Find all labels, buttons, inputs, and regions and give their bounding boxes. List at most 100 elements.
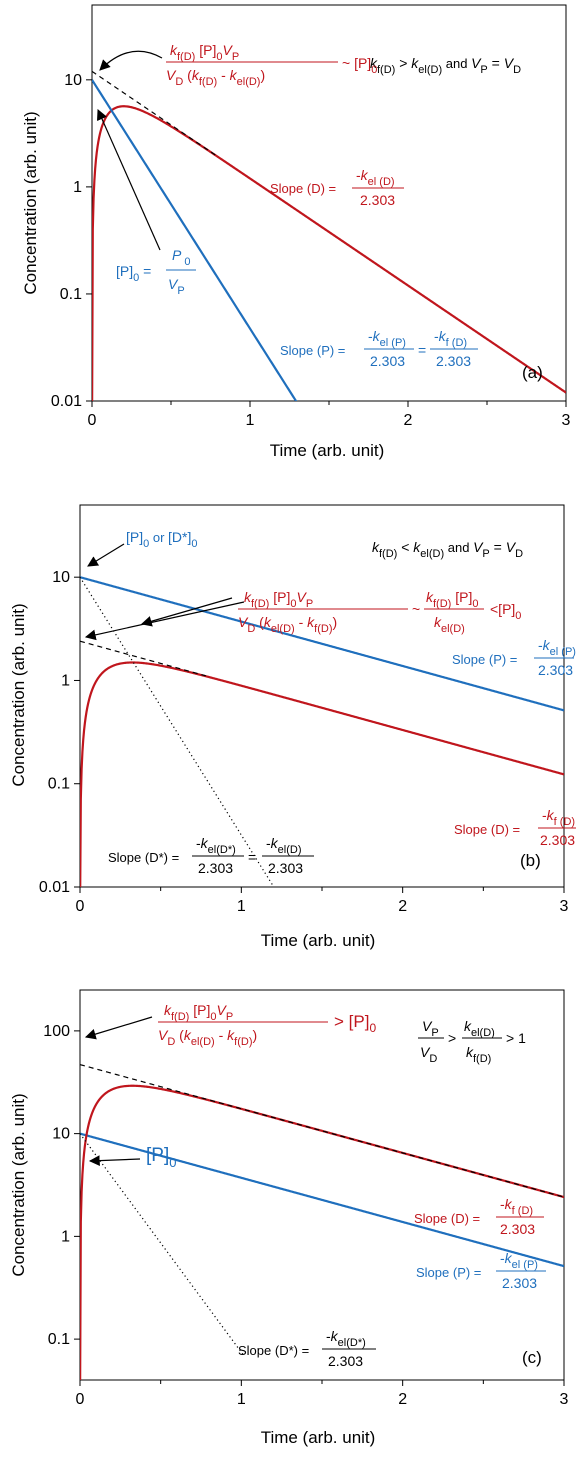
plot-frame — [79, 989, 565, 1381]
series-line-drug — [92, 105, 566, 401]
x-tick-label: 2 — [398, 1391, 407, 1408]
svg-text:kf(D) [P]0VP: kf(D) [P]0VP — [164, 1002, 233, 1023]
svg-text:2.303: 2.303 — [370, 353, 405, 369]
y-tick-label: 0.01 — [39, 879, 70, 896]
svg-text:-kel(D*): -kel(D*) — [326, 1328, 366, 1349]
chart-panel-a: 0 1 2 3 0.01 0.1 1 10 Concentration (arb. unit)… — [21, 4, 571, 460]
svg-text:2.303: 2.303 — [538, 662, 573, 678]
svg-text:<[P]0: <[P]0 — [490, 601, 521, 622]
intercept-arrow — [140, 597, 233, 627]
svg-text:Slope (P) =: Slope (P) = — [452, 652, 517, 667]
x-tick-label: 1 — [237, 898, 246, 915]
intercept-arrow-2 — [84, 601, 245, 641]
intercept-formula: kf(D) [P]0VP VD (kel(D) - kf(D)) > [P]0 — [158, 1002, 376, 1048]
svg-text:Slope (D*) =: Slope (D*) = — [238, 1343, 309, 1358]
p0-label: [P]0 — [146, 1145, 176, 1170]
y-axis-label: Concentration (arb. unit) — [21, 111, 40, 294]
series-line-prodrug — [80, 1132, 564, 1268]
y-tick-label: 0.1 — [60, 286, 82, 303]
svg-text:-kel (P): -kel (P) — [538, 637, 576, 658]
x-tick-label: 0 — [76, 1391, 85, 1408]
intercept-arrow — [84, 1016, 153, 1040]
series-line-drug — [80, 1084, 564, 1380]
svg-text:-kel(D): -kel(D) — [266, 835, 302, 856]
svg-text:VD: VD — [420, 1044, 437, 1065]
series-line-d_star — [80, 1133, 246, 1357]
svg-text:Slope (D*) =: Slope (D*) = — [108, 850, 179, 865]
y-tick-label: 10 — [64, 72, 82, 89]
condition-text: kf(D) < kel(D) and VP = VD — [372, 539, 523, 560]
y-axis-label: Concentration (arb. unit) — [9, 603, 28, 786]
slope-dstar-label: Slope (D*) = -kel(D*) 2.303 = -kel(D) 2.… — [108, 835, 314, 876]
panel-label: (c) — [522, 1348, 542, 1367]
p0-arrow — [87, 543, 125, 567]
svg-text:2.303: 2.303 — [328, 1353, 363, 1369]
svg-text:kf(D): kf(D) — [466, 1044, 491, 1065]
svg-text:kf(D) [P]0VP: kf(D) [P]0VP — [170, 42, 239, 63]
svg-text:Slope (P) =: Slope (P) = — [280, 343, 345, 358]
p0-arrow — [88, 1155, 141, 1167]
intercept-formula: kf(D) [P]0VP VD (kf(D) - kel(D)) ~ [P]0 — [166, 42, 377, 88]
chart-panel-b: 0 1 2 3 0.01 0.1 1 10 Concentration (arb. unit)… — [9, 504, 576, 950]
intercept-formula: kf(D) [P]0VP VD (kel(D) - kf(D)) ~ kf(D)… — [238, 589, 521, 635]
x-axis-label: Time (arb. unit) — [270, 441, 385, 460]
series-line-prodrug — [80, 576, 564, 712]
svg-text:> 1: > 1 — [506, 1030, 526, 1046]
svg-text:VD (kel(D) - kf(D)): VD (kel(D) - kf(D)) — [238, 614, 337, 635]
svg-text:-kel (D): -kel (D) — [356, 167, 395, 188]
svg-text:P 0: P 0 — [172, 247, 191, 268]
svg-text:VD (kel(D) - kf(D)): VD (kel(D) - kf(D)) — [158, 1027, 257, 1048]
svg-text:-kf (D): -kf (D) — [434, 328, 467, 349]
p0-label: [P]0 or [D*]0 — [126, 529, 198, 550]
x-axis-label: Time (arb. unit) — [261, 1428, 376, 1447]
panel-label: (a) — [522, 363, 543, 382]
svg-text:Slope (D) =: Slope (D) = — [414, 1211, 480, 1226]
p0-formula: [P]0 = P 0 VP — [116, 247, 196, 297]
slope-d-label: Slope (D) = -kel (D) 2.303 — [270, 167, 404, 208]
svg-text:kel(D): kel(D) — [464, 1018, 495, 1039]
svg-text:2.303: 2.303 — [436, 353, 471, 369]
y-tick-label: 1 — [61, 1228, 70, 1245]
series-line-asymptote — [80, 1064, 564, 1198]
svg-text:Slope (D) =: Slope (D) = — [270, 181, 336, 196]
svg-text:2.303: 2.303 — [268, 860, 303, 876]
y-tick-label: 10 — [52, 1126, 70, 1143]
y-axis-label: Concentration (arb. unit) — [9, 1093, 28, 1276]
series-line-drug — [80, 661, 564, 887]
svg-text:=: = — [248, 849, 256, 865]
svg-text:2.303: 2.303 — [500, 1221, 535, 1237]
x-axis-label: Time (arb. unit) — [261, 931, 376, 950]
y-tick-label: 0.1 — [48, 776, 70, 793]
svg-text:Slope (D) =: Slope (D) = — [454, 822, 520, 837]
svg-text:Slope (P) =: Slope (P) = — [416, 1265, 481, 1280]
svg-text:-kf (D): -kf (D) — [542, 807, 575, 828]
series-line-prodrug — [92, 79, 298, 401]
y-tick-label: 1 — [61, 672, 70, 689]
y-tick-label: 100 — [43, 1023, 70, 1040]
slope-d-label: Slope (D) = -kf (D) 2.303 — [454, 807, 576, 848]
svg-text:[P]0 or [D*]0: [P]0 or [D*]0 — [126, 529, 198, 550]
y-tick-label: 0.1 — [48, 1331, 70, 1348]
svg-text:[P]0: [P]0 — [146, 1145, 176, 1170]
svg-text:VP: VP — [168, 276, 185, 297]
svg-text:> [P]0: > [P]0 — [334, 1012, 376, 1035]
condition-text: kf(D) > kel(D) and VP = VD — [370, 55, 521, 76]
p0-arrow — [96, 109, 161, 251]
slope-p-label: Slope (P) = -kel (P) 2.303 = -kf (D) 2.3… — [280, 328, 478, 369]
svg-text:2.303: 2.303 — [502, 1275, 537, 1291]
svg-text:kf(D) [P]0VP: kf(D) [P]0VP — [244, 589, 313, 610]
svg-text:-kel(D*): -kel(D*) — [196, 835, 236, 856]
svg-text:-kf (D): -kf (D) — [500, 1196, 533, 1217]
svg-text:2.303: 2.303 — [198, 860, 233, 876]
x-tick-label: 3 — [560, 898, 569, 915]
condition-text: VP VD > kel(D) kf(D) > 1 — [418, 1018, 526, 1065]
slope-d-label: Slope (D) = -kf (D) 2.303 — [414, 1196, 544, 1237]
svg-text:~ [P]0: ~ [P]0 — [342, 55, 377, 76]
svg-text:~: ~ — [412, 601, 420, 617]
y-tick-label: 10 — [52, 569, 70, 586]
slope-p-label: Slope (P) = -kel (P) 2.303 — [452, 637, 576, 678]
svg-text:kel(D): kel(D) — [434, 614, 465, 635]
x-tick-label: 0 — [76, 898, 85, 915]
svg-text:[P]0 =: [P]0 = — [116, 263, 151, 284]
